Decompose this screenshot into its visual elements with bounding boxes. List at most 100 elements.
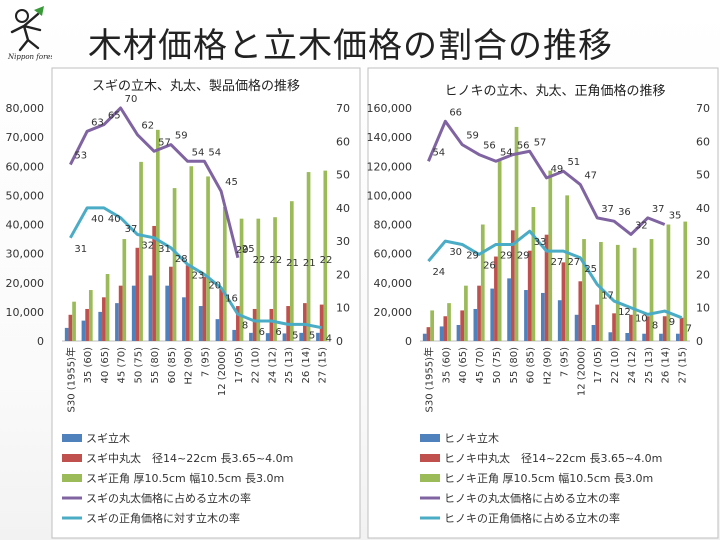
data-label: 8 bbox=[652, 320, 658, 331]
bar bbox=[172, 188, 177, 341]
data-label: 32 bbox=[635, 220, 648, 231]
right-tick-label: 20 bbox=[336, 268, 350, 281]
series-line bbox=[427, 229, 683, 320]
bar bbox=[68, 314, 73, 341]
series-line bbox=[427, 119, 666, 236]
category-label: H2 (90) bbox=[184, 347, 195, 385]
bar bbox=[165, 285, 170, 341]
bar bbox=[540, 292, 545, 341]
data-label: 54 bbox=[500, 147, 513, 158]
category-label: 7 (95) bbox=[559, 347, 570, 377]
bar bbox=[524, 290, 528, 341]
bar bbox=[490, 288, 495, 341]
legend-label: スギの正角価格に対す立木の率 bbox=[86, 511, 240, 525]
bar bbox=[131, 285, 136, 341]
category-label: 7 (95) bbox=[200, 347, 211, 377]
data-label: 40 bbox=[108, 214, 121, 225]
category-label: 35 (60) bbox=[83, 347, 94, 384]
bar bbox=[319, 304, 324, 341]
data-label: 57 bbox=[534, 137, 547, 148]
bar bbox=[497, 160, 502, 341]
bar bbox=[443, 316, 448, 341]
data-label: 30 bbox=[449, 247, 462, 258]
bar bbox=[625, 332, 630, 341]
legend-swatch bbox=[62, 454, 82, 462]
bar bbox=[249, 332, 253, 341]
right-tick-label: 20 bbox=[696, 268, 710, 281]
category-label: 45 (70) bbox=[475, 347, 486, 384]
legend-label: スギ中丸太 径14~22cm 長3.65~4.0m bbox=[86, 452, 293, 465]
bar bbox=[169, 266, 173, 341]
data-label: 66 bbox=[449, 107, 462, 118]
data-label: 65 bbox=[108, 111, 121, 122]
bar bbox=[265, 333, 270, 341]
data-label: 21 bbox=[286, 258, 299, 269]
category-label: 22 (10) bbox=[251, 347, 262, 384]
bar bbox=[303, 303, 307, 341]
bar bbox=[561, 262, 566, 341]
bar bbox=[659, 333, 663, 341]
bar bbox=[316, 332, 320, 341]
left-tick-label: 40,000 bbox=[6, 219, 45, 232]
data-label: 29 bbox=[466, 250, 479, 261]
left-tick-label: 120,000 bbox=[367, 160, 413, 173]
left-tick-label: 80,000 bbox=[6, 102, 45, 115]
data-label: 40 bbox=[91, 214, 104, 225]
category-label: 27 (15) bbox=[678, 347, 689, 384]
category-label: 50 (75) bbox=[133, 347, 144, 384]
data-label: 10 bbox=[635, 314, 648, 325]
data-label: 56 bbox=[483, 141, 496, 152]
data-label: 32 bbox=[141, 240, 154, 251]
series-line bbox=[69, 106, 240, 259]
bar bbox=[591, 324, 596, 341]
category-label: 24 (12) bbox=[267, 347, 278, 384]
category-label: 27 (15) bbox=[318, 347, 329, 384]
bar bbox=[215, 319, 220, 341]
legend-label: ヒノキ中丸太 径14~22cm 長3.65~4.0m bbox=[444, 452, 662, 465]
left-tick-label: 100,000 bbox=[367, 189, 413, 202]
bar bbox=[629, 314, 633, 341]
bar bbox=[645, 316, 650, 341]
bar bbox=[531, 207, 536, 341]
category-label: 26 (14) bbox=[301, 347, 312, 384]
bar bbox=[480, 224, 485, 341]
legend-swatch bbox=[420, 474, 440, 482]
left-tick-label: 60,000 bbox=[374, 248, 413, 261]
bar bbox=[430, 310, 435, 341]
data-label: 54 bbox=[192, 147, 205, 158]
data-label: 4 bbox=[326, 334, 332, 345]
bar bbox=[578, 281, 583, 341]
data-label: 5 bbox=[292, 330, 298, 341]
bar bbox=[219, 288, 223, 341]
data-label: 24 bbox=[432, 267, 445, 278]
bar bbox=[615, 244, 620, 341]
legend-swatch bbox=[62, 474, 82, 482]
bar bbox=[507, 278, 511, 341]
data-label: 20 bbox=[208, 280, 221, 291]
category-label: 60 (85) bbox=[526, 347, 537, 384]
data-label: 57 bbox=[158, 137, 171, 148]
left-tick-label: 0 bbox=[405, 335, 412, 348]
category-label: 22 (10) bbox=[610, 347, 621, 384]
bar bbox=[582, 239, 586, 341]
right-tick-label: 10 bbox=[696, 302, 710, 315]
bar bbox=[152, 225, 156, 341]
bar bbox=[544, 234, 549, 341]
data-label: 33 bbox=[534, 237, 547, 248]
right-tick-label: 50 bbox=[336, 169, 350, 182]
bar bbox=[675, 333, 680, 341]
bar bbox=[473, 308, 478, 341]
svg-text:Nippon forest: Nippon forest bbox=[7, 53, 52, 61]
category-label: 50 (75) bbox=[492, 347, 503, 384]
data-label: 36 bbox=[618, 207, 631, 218]
bar bbox=[72, 301, 76, 341]
bar bbox=[185, 265, 190, 341]
left-tick-label: 140,000 bbox=[367, 131, 413, 144]
bar bbox=[122, 239, 127, 341]
bar bbox=[422, 333, 427, 341]
category-label: 25 (13) bbox=[284, 347, 295, 384]
bar bbox=[81, 320, 86, 341]
category-label: 17 (05) bbox=[593, 347, 604, 384]
bar bbox=[236, 306, 240, 341]
legend-label: スギの丸太価格に占める立木の率 bbox=[86, 491, 251, 505]
